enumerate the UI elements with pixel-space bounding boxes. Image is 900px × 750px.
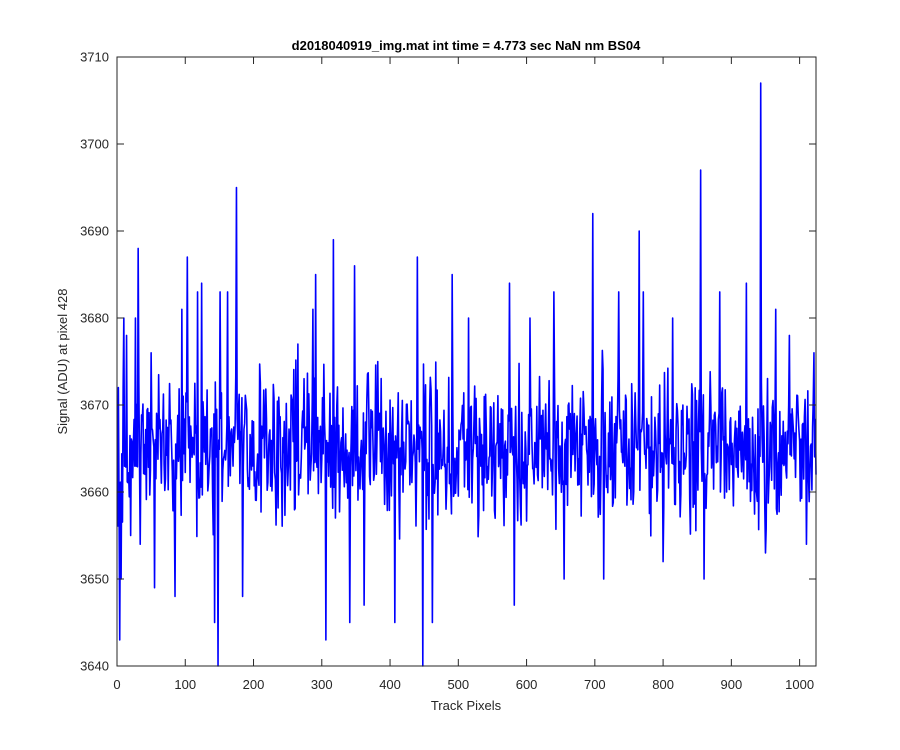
x-tick-label: 700 (584, 677, 606, 692)
x-tick-label: 1000 (785, 677, 814, 692)
y-axis-label: Signal (ADU) at pixel 428 (55, 289, 70, 435)
x-tick-label: 800 (652, 677, 674, 692)
y-axis: 3640 3650 3660 3670 3680 3690 3700 3710 (80, 50, 816, 674)
series-line (116, 82, 817, 667)
y-tick-label: 3670 (80, 398, 109, 413)
chart-title: d2018040919_img.mat int time = 4.773 sec… (292, 38, 641, 53)
y-tick-label: 3710 (80, 50, 109, 65)
plot-area (117, 57, 816, 666)
x-axis-label: Track Pixels (431, 698, 502, 713)
x-tick-label: 100 (174, 677, 196, 692)
y-tick-label: 3640 (80, 659, 109, 674)
x-tick-label: 200 (243, 677, 265, 692)
x-tick-label: 0 (113, 677, 120, 692)
x-tick-label: 400 (379, 677, 401, 692)
x-axis: 0 100 200 300 400 500 600 700 800 900 1000 (113, 57, 814, 692)
axes-box (116, 56, 817, 667)
series-group (116, 82, 817, 667)
x-tick-label: 500 (447, 677, 469, 692)
x-tick-label: 300 (311, 677, 333, 692)
y-tick-label: 3650 (80, 572, 109, 587)
y-tick-label: 3680 (80, 311, 109, 326)
y-tick-label: 3690 (80, 224, 109, 239)
y-tick-label: 3660 (80, 485, 109, 500)
x-tick-label: 600 (516, 677, 538, 692)
y-tick-label: 3700 (80, 137, 109, 152)
x-tick-label: 900 (721, 677, 743, 692)
